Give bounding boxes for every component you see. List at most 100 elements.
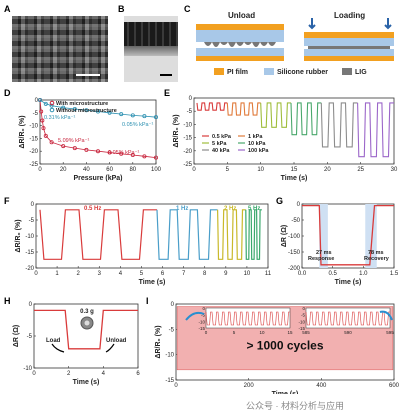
y-tick-label: -10 bbox=[25, 234, 34, 240]
data-point bbox=[49, 103, 54, 108]
legend-entry: 0.5 kPa bbox=[212, 134, 232, 140]
weight-hole bbox=[84, 320, 90, 326]
x-tick-label: 1.0 bbox=[359, 271, 368, 277]
legend-marker bbox=[49, 107, 55, 113]
y-tick-label: -5 bbox=[169, 327, 175, 333]
data-point bbox=[43, 133, 48, 138]
x-tick-label: 40 bbox=[83, 167, 90, 173]
series-line bbox=[196, 102, 228, 111]
x-axis-label: Time (s) bbox=[73, 379, 100, 386]
series-line bbox=[245, 209, 262, 260]
y-tick-label: -10 bbox=[29, 124, 38, 130]
legend-silicone-rubber: Silicone rubber bbox=[277, 69, 328, 76]
slope-annotation: 0.05% kPa⁻¹ bbox=[108, 150, 140, 156]
slope-annotation: 0.31% kPa⁻¹ bbox=[44, 115, 76, 121]
x-tick-label: 0.0 bbox=[298, 271, 307, 277]
data-point bbox=[142, 114, 147, 119]
x-tick-label: 1.5 bbox=[390, 271, 399, 277]
x-tick-label: 10 bbox=[244, 271, 251, 277]
x-tick-label: 1 bbox=[55, 271, 59, 277]
inset-x-tick-label: 15 bbox=[287, 330, 293, 335]
series-line bbox=[39, 99, 157, 158]
recovery-time: 78 ms bbox=[368, 250, 384, 256]
panel-label-c: C bbox=[184, 4, 191, 14]
series-line bbox=[39, 209, 157, 260]
data-point bbox=[72, 146, 77, 151]
inset-y-tick-label: -10 bbox=[198, 319, 205, 324]
x-tick-label: 4 bbox=[119, 271, 123, 277]
x-tick-label: 5 bbox=[140, 271, 144, 277]
unload-label: Unload bbox=[228, 11, 255, 20]
inset-x-tick-label: 5 bbox=[233, 330, 236, 335]
legend-with-microstructure: With microstructure bbox=[56, 101, 108, 107]
legend-entry: 100 kPa bbox=[248, 148, 269, 154]
x-axis-label: Time (s) bbox=[272, 391, 299, 394]
x-tick-label: 20 bbox=[324, 167, 331, 173]
inset-series-line bbox=[305, 311, 390, 326]
unload-label: Unload bbox=[106, 338, 127, 344]
y-tick-label: -5 bbox=[33, 111, 39, 117]
chart-g: 0.0 0.5 1.0 1.5 0 -50 -100 -150 -200 Time (s) ΔR (… bbox=[281, 202, 399, 286]
response-region bbox=[319, 204, 328, 268]
panel-label-h: H bbox=[4, 296, 11, 306]
slope-annotation: 5.09% kPa⁻¹ bbox=[58, 138, 90, 144]
x-tick-label: 100 bbox=[151, 167, 162, 173]
y-tick-label: 0 bbox=[31, 202, 35, 208]
pressure-schematic: Unload Loading PI film Silicone rubber L… bbox=[196, 11, 394, 76]
series-line bbox=[217, 209, 246, 260]
y-tick-label: 0 bbox=[297, 202, 301, 208]
chart-e: 0 5 10 15 20 25 30 0 -5 -10 -15 -20 -25 Time (s) ΔR/R₀… bbox=[173, 96, 398, 182]
panel-d: D 0 20 40 60 80 100 0 -5 -10 -15 -20 -25 Pressure (k… bbox=[4, 88, 162, 192]
y-axis-label: ΔR/R₀ (%) bbox=[155, 325, 162, 358]
x-tick-label: 10 bbox=[257, 167, 264, 173]
inset-x-tick-label: 590 bbox=[344, 330, 352, 335]
inset-y-tick-label: -5 bbox=[201, 313, 205, 318]
x-tick-label: 20 bbox=[60, 167, 67, 173]
inset-y-tick-label: 0 bbox=[202, 306, 205, 311]
y-axis-label: ΔR/R₀ (%) bbox=[15, 219, 22, 252]
panel-c: C Unload Loading PI film Silicone rubber… bbox=[184, 4, 398, 84]
panel-label-a: A bbox=[4, 4, 11, 14]
inset-y-tick-label: 0 bbox=[302, 306, 305, 311]
panel-a: A bbox=[4, 4, 116, 84]
down-arrow-icon bbox=[384, 18, 392, 30]
watermark: 公众号 · 材料分析与应用 bbox=[246, 401, 344, 411]
legend-without-microstructure: Without microstructure bbox=[56, 108, 117, 114]
y-tick-label: 0 bbox=[171, 302, 175, 308]
x-tick-label: 11 bbox=[265, 271, 272, 277]
x-tick-label: 7 bbox=[182, 271, 186, 277]
data-point bbox=[49, 140, 54, 145]
x-tick-label: 600 bbox=[389, 383, 400, 389]
y-axis-label: ΔR (Ω) bbox=[281, 225, 288, 247]
series-line bbox=[357, 102, 394, 158]
panel-label-f: F bbox=[4, 196, 10, 206]
y-tick-label: 0 bbox=[35, 98, 39, 104]
y-tick-label: -10 bbox=[23, 366, 32, 372]
y-tick-label: -20 bbox=[183, 149, 192, 155]
y-tick-label: -10 bbox=[183, 122, 192, 128]
series-line bbox=[290, 102, 322, 136]
inset-x-tick-label: 0 bbox=[205, 330, 208, 335]
load-arrow-icon bbox=[51, 343, 65, 353]
x-tick-label: 15 bbox=[291, 167, 298, 173]
series-line bbox=[260, 102, 291, 128]
sem-image-top-view bbox=[12, 16, 108, 82]
legend-entry: 1 kPa bbox=[248, 134, 263, 140]
unload-arrow-icon bbox=[105, 343, 115, 353]
y-tick-label: -10 bbox=[165, 353, 174, 359]
x-axis-label: Time (s) bbox=[139, 279, 166, 286]
slope-annotation: 0.05% kPa⁻¹ bbox=[122, 122, 154, 128]
x-tick-label: 0 bbox=[38, 167, 42, 173]
series-line bbox=[226, 102, 261, 116]
data-point bbox=[107, 150, 112, 155]
x-axis-label: Time (s) bbox=[281, 175, 308, 182]
data-point bbox=[119, 112, 124, 117]
data-point bbox=[153, 115, 158, 120]
x-tick-label: 5 bbox=[226, 167, 230, 173]
panel-e: E 0 5 10 15 20 25 30 0 -5 -10 -15 -20 -25 Time (s) ΔR/… bbox=[164, 88, 400, 192]
recovery-label: Recovery bbox=[364, 256, 390, 262]
x-tick-label: 80 bbox=[129, 167, 136, 173]
legend-entry: 40 kPa bbox=[212, 148, 230, 154]
y-tick-label: -25 bbox=[29, 162, 38, 168]
